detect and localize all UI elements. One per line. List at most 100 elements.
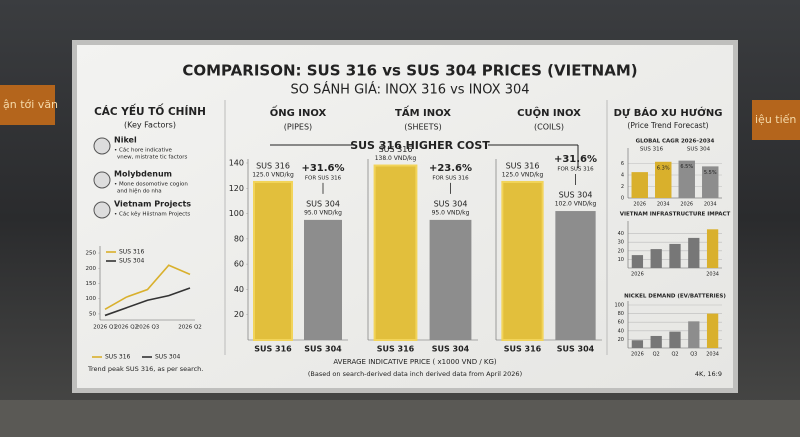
y-tick-label: 10 bbox=[618, 257, 624, 263]
annotation: +31.6% bbox=[554, 154, 597, 165]
bar bbox=[702, 166, 719, 198]
y-tick-label: 30 bbox=[618, 240, 624, 246]
bar bbox=[650, 249, 662, 268]
sign-right-text: iệu tiến bbox=[755, 113, 796, 126]
x-tick-label: SUS 304 bbox=[304, 345, 342, 354]
y-tick-label: 20 bbox=[618, 248, 624, 254]
y-tick-label: 250 bbox=[86, 251, 97, 257]
x-tick-label: SUS 316 bbox=[377, 345, 415, 354]
y-tick-label: 20 bbox=[618, 337, 624, 343]
forecast-heading: DỰ BÁO XU HƯỚNG bbox=[614, 106, 723, 119]
x-tick-label: SUS 304 bbox=[557, 345, 595, 354]
bar-name: SUS 304 bbox=[434, 199, 468, 208]
forecast-subheading: (Price Trend Forecast) bbox=[627, 121, 708, 130]
bar bbox=[253, 180, 293, 341]
chart-title: TẤM INOX bbox=[395, 104, 451, 119]
x-tick-label: 2026 bbox=[631, 272, 644, 278]
chart-subtitle: (COILS) bbox=[534, 123, 564, 132]
y-tick-label: 100 bbox=[614, 303, 624, 309]
bar-name: SUS 316 bbox=[506, 161, 540, 170]
x-tick-label: SUS 304 bbox=[432, 345, 470, 354]
bar bbox=[688, 237, 700, 268]
chart-title: VIETNAM INFRASTRUCTURE IMPACT bbox=[620, 212, 731, 218]
x-tick-label: 2034 bbox=[657, 202, 670, 208]
x-tick-label: SUS 316 bbox=[504, 345, 542, 354]
chart-subtitle: (SHEETS) bbox=[404, 123, 441, 132]
bar bbox=[669, 243, 681, 268]
chart-title: NICKEL DEMAND (EV/BATTERIES) bbox=[624, 294, 726, 300]
value-label: 6.3% bbox=[657, 165, 670, 171]
line bbox=[104, 264, 191, 311]
y-tick-label: 4 bbox=[621, 173, 624, 179]
factor-name: Nikel bbox=[114, 136, 137, 145]
legend-label: SUS 304 bbox=[119, 258, 145, 265]
annotation: +31.6% bbox=[301, 163, 344, 174]
footer-format: 4K, 16:9 bbox=[695, 370, 722, 378]
chart-title: ỐNG INOX bbox=[270, 104, 327, 119]
icon bbox=[93, 201, 111, 219]
legend-label: SUS 304 bbox=[155, 354, 181, 361]
chart-title: CUỘN INOX bbox=[517, 106, 581, 119]
icon bbox=[93, 171, 111, 189]
y-tick-label: 100 bbox=[229, 209, 244, 218]
floor bbox=[0, 400, 800, 437]
y-tick-label: 50 bbox=[89, 311, 96, 317]
annotation-note: FOR SUS 316 bbox=[432, 175, 469, 181]
axis-label: AVERAGE INDICATIVE PRICE ( x1000 VND / K… bbox=[333, 358, 497, 366]
value-label: 125.0 VND/kg bbox=[252, 171, 294, 178]
x-tick-label: Q2 bbox=[653, 352, 660, 358]
value-label: 5.5% bbox=[704, 170, 717, 176]
bar bbox=[706, 313, 719, 348]
y-tick-label: 40 bbox=[618, 328, 624, 334]
bar bbox=[501, 180, 544, 341]
value-label: 102.0 VND/kg bbox=[555, 201, 597, 208]
callout: SUS 316 HIGHER COST bbox=[350, 139, 490, 152]
value-label: 95.0 VND/kg bbox=[432, 209, 470, 216]
factor-text: • Các kêy Hiistnam Projects bbox=[114, 211, 190, 218]
y-tick-label: 140 bbox=[229, 159, 244, 168]
bar bbox=[429, 219, 472, 340]
line bbox=[104, 287, 191, 317]
x-tick-label: 2026 bbox=[633, 202, 646, 208]
sign-left bbox=[0, 85, 55, 125]
bar bbox=[373, 164, 418, 341]
bar bbox=[669, 331, 681, 348]
bar-name: SUS 316 bbox=[256, 161, 290, 170]
x-tick-label: 2026 bbox=[680, 202, 693, 208]
y-tick-label: 60 bbox=[234, 260, 244, 269]
bar bbox=[631, 172, 648, 198]
subtitle: SO SÁNH GIÁ: INOX 316 vs INOX 304 bbox=[290, 82, 529, 98]
y-tick-label: 80 bbox=[618, 311, 624, 317]
y-tick-label: 40 bbox=[618, 231, 624, 237]
x-tick-label: Q3 bbox=[690, 352, 697, 358]
factors-heading: CÁC YẾU TỐ CHÍNH bbox=[94, 103, 206, 118]
factors-subheading: (Key Factors) bbox=[124, 121, 176, 130]
icon bbox=[93, 137, 111, 155]
factor-name: Molybdenum bbox=[114, 170, 172, 179]
bar bbox=[688, 321, 700, 348]
x-tick-label: 2026 bbox=[631, 352, 644, 358]
y-tick-label: 60 bbox=[618, 320, 624, 326]
factor-name: Vietnam Projects bbox=[114, 200, 191, 209]
sign-right bbox=[752, 100, 800, 140]
y-tick-label: 200 bbox=[86, 266, 97, 272]
bar-name: SUS 304 bbox=[306, 199, 340, 208]
value-label: 138.0 VND/kg bbox=[375, 155, 417, 162]
y-tick-label: 100 bbox=[86, 296, 97, 302]
bar bbox=[631, 340, 644, 348]
y-tick-label: 120 bbox=[229, 184, 244, 193]
annotation-note: FOR SUS 316 bbox=[305, 175, 342, 181]
bar bbox=[706, 229, 719, 268]
title: COMPARISON: SUS 316 vs SUS 304 PRICES (V… bbox=[182, 62, 637, 80]
chart-subtitle: (PIPES) bbox=[284, 123, 312, 132]
x-tick-label: Q2 bbox=[671, 352, 678, 358]
bar bbox=[304, 219, 342, 340]
x-tick-label: 2034 bbox=[706, 272, 719, 278]
x-tick-label: 2026 Q1 bbox=[93, 325, 117, 331]
bar bbox=[555, 211, 596, 340]
footer-note: (Based on search-derived data inch deriv… bbox=[308, 370, 522, 378]
x-tick-label: 2034 bbox=[706, 352, 719, 358]
bar bbox=[631, 255, 644, 268]
legend-label: SUS 316 bbox=[119, 249, 145, 256]
